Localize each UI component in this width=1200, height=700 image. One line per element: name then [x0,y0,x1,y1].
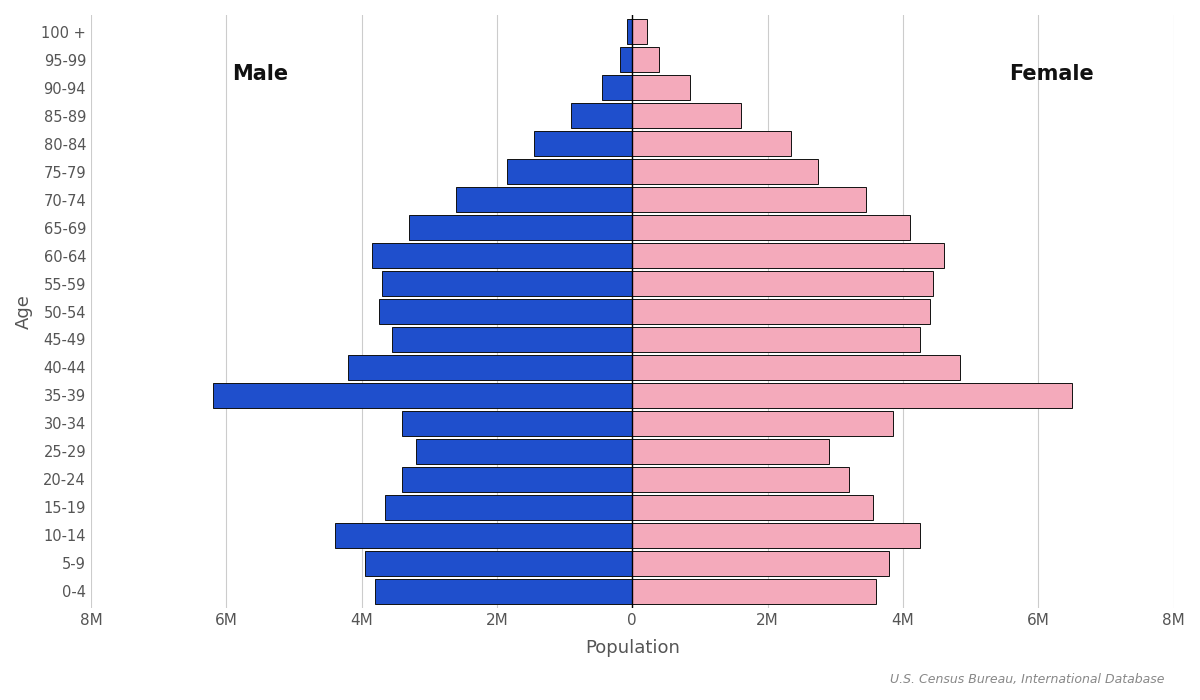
Bar [632,48,659,72]
Bar [402,411,632,435]
Bar [620,48,632,72]
Bar [372,244,632,268]
Bar [632,104,740,128]
Bar [632,439,828,463]
Bar [335,523,632,547]
Bar [632,467,848,491]
Y-axis label: Age: Age [14,294,32,329]
Bar [632,579,876,603]
Bar [365,551,632,575]
Bar [409,216,632,240]
Bar [348,355,632,380]
Bar [632,523,920,547]
Text: U.S. Census Bureau, International Database: U.S. Census Bureau, International Databa… [889,673,1164,686]
Bar [571,104,632,128]
Bar [632,160,818,184]
Bar [376,579,632,603]
Bar [632,76,690,100]
Text: Male: Male [232,64,288,84]
Text: Female: Female [1009,64,1094,84]
X-axis label: Population: Population [584,639,679,657]
Bar [632,495,872,519]
Bar [632,383,1072,407]
Bar [602,76,632,100]
Bar [632,20,647,44]
Bar [632,132,791,156]
Bar [212,383,632,407]
Bar [392,327,632,352]
Bar [632,551,889,575]
Bar [632,355,960,380]
Bar [626,20,632,44]
Bar [632,216,910,240]
Bar [632,411,893,435]
Bar [534,132,632,156]
Bar [632,299,930,324]
Bar [508,160,632,184]
Bar [456,188,632,212]
Bar [382,271,632,296]
Bar [415,439,632,463]
Bar [632,244,943,268]
Bar [632,327,920,352]
Bar [385,495,632,519]
Bar [632,188,865,212]
Bar [402,467,632,491]
Bar [378,299,632,324]
Bar [632,271,934,296]
